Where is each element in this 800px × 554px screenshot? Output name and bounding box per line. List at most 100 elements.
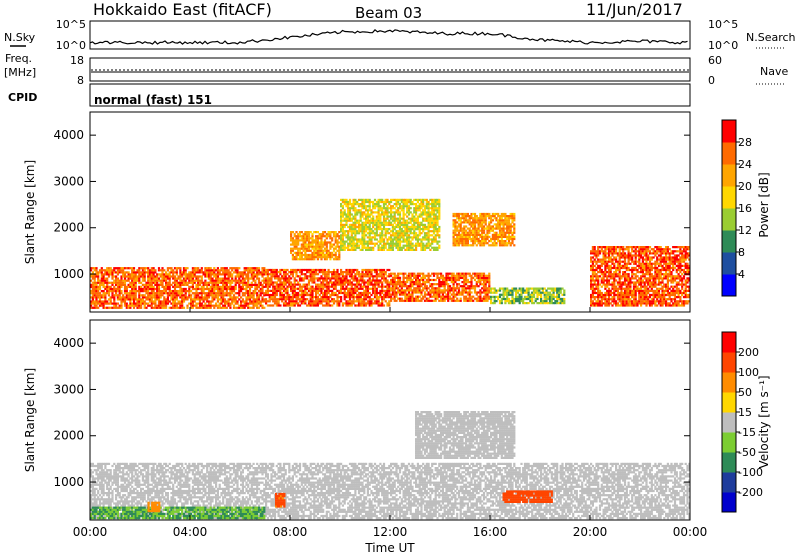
power-cell bbox=[432, 200, 436, 204]
power-cell bbox=[156, 304, 159, 307]
power-cell bbox=[298, 233, 302, 236]
power-cell bbox=[152, 279, 155, 282]
power-cell bbox=[206, 296, 209, 299]
power-cell bbox=[148, 287, 152, 291]
power-cell bbox=[106, 287, 109, 291]
power-cell bbox=[165, 300, 168, 303]
power-cell bbox=[231, 292, 234, 295]
power-cell bbox=[131, 298, 134, 301]
power-cell bbox=[286, 281, 289, 284]
power-cell bbox=[370, 287, 373, 290]
power-cell bbox=[336, 283, 339, 286]
power-cell bbox=[452, 215, 455, 218]
power-cell bbox=[131, 292, 134, 295]
power-cell bbox=[136, 306, 139, 309]
power-cell bbox=[361, 238, 364, 241]
power-cell bbox=[420, 228, 423, 231]
power-cell bbox=[416, 285, 419, 288]
power-cell bbox=[147, 279, 150, 282]
power-cell bbox=[479, 219, 482, 222]
power-cell bbox=[279, 285, 282, 288]
power-cell bbox=[165, 287, 168, 291]
power-cell bbox=[463, 217, 466, 220]
power-cell bbox=[406, 223, 409, 226]
power-cell bbox=[379, 268, 382, 272]
power-cell bbox=[370, 200, 373, 204]
power-cell bbox=[327, 235, 330, 238]
power-cell bbox=[120, 271, 123, 274]
power-cell bbox=[384, 293, 387, 297]
power-cell bbox=[106, 269, 109, 272]
power-cell bbox=[116, 267, 119, 270]
power-cell bbox=[495, 231, 498, 234]
power-cell bbox=[481, 219, 484, 222]
power-cell bbox=[218, 281, 221, 284]
power-cell bbox=[427, 240, 430, 243]
power-cell bbox=[141, 290, 144, 293]
power-cell bbox=[313, 245, 316, 248]
power-cell bbox=[504, 217, 507, 220]
power-cell bbox=[486, 281, 489, 284]
power-cell bbox=[509, 229, 512, 232]
power-cell bbox=[402, 236, 405, 239]
power-cell bbox=[459, 293, 462, 296]
power-cell bbox=[463, 291, 466, 294]
power-cell bbox=[136, 271, 139, 274]
power-cell bbox=[381, 211, 384, 214]
power-cell bbox=[309, 300, 312, 303]
power-cell bbox=[295, 231, 298, 234]
power-cell bbox=[388, 244, 391, 247]
nave-tick-top: 60 bbox=[708, 54, 722, 67]
power-cell bbox=[322, 285, 325, 288]
power-cell bbox=[306, 243, 309, 246]
power-cell bbox=[340, 246, 343, 249]
power-cell bbox=[481, 225, 484, 228]
power-cell bbox=[411, 203, 414, 206]
power-cell bbox=[334, 273, 337, 276]
power-cell bbox=[393, 274, 396, 277]
power-cell bbox=[293, 245, 296, 248]
power-cell bbox=[143, 287, 146, 291]
power-cell bbox=[359, 285, 362, 288]
power-cell bbox=[325, 247, 328, 250]
power-cell bbox=[238, 306, 241, 309]
power-cell bbox=[397, 217, 400, 220]
power-cell bbox=[211, 298, 214, 301]
power-cell bbox=[247, 275, 250, 278]
power-cell bbox=[488, 278, 491, 282]
power-cell bbox=[209, 300, 212, 303]
power-cell bbox=[438, 225, 441, 229]
power-cell bbox=[365, 246, 368, 249]
power-cell bbox=[298, 268, 302, 272]
power-cell bbox=[382, 203, 386, 206]
power-cell bbox=[506, 215, 509, 218]
power-cell bbox=[291, 243, 294, 246]
power-cell bbox=[366, 221, 369, 224]
power-cell bbox=[307, 268, 311, 272]
power-cell bbox=[248, 290, 252, 293]
power-cell bbox=[102, 302, 105, 305]
power-cell bbox=[409, 200, 412, 204]
power-cell bbox=[295, 273, 298, 276]
power-cell bbox=[181, 290, 184, 293]
power-cell bbox=[357, 240, 361, 243]
power-cell bbox=[184, 277, 187, 280]
power-cell bbox=[313, 231, 316, 234]
power-cell bbox=[257, 306, 261, 309]
power-cell bbox=[416, 207, 419, 210]
power-cell bbox=[447, 291, 450, 294]
power-cell bbox=[363, 285, 366, 288]
power-cell bbox=[116, 290, 119, 293]
power-cell bbox=[415, 281, 418, 284]
power-cell bbox=[350, 228, 353, 231]
power-cell bbox=[357, 232, 361, 235]
power-cell bbox=[463, 212, 466, 216]
power-cell bbox=[247, 290, 250, 293]
power-cell bbox=[507, 221, 511, 224]
power-cell bbox=[282, 289, 286, 292]
power-cell bbox=[284, 273, 287, 276]
power-cell bbox=[482, 244, 486, 247]
power-cell bbox=[197, 281, 200, 284]
power-cell bbox=[488, 225, 491, 228]
power-cell bbox=[422, 272, 425, 275]
